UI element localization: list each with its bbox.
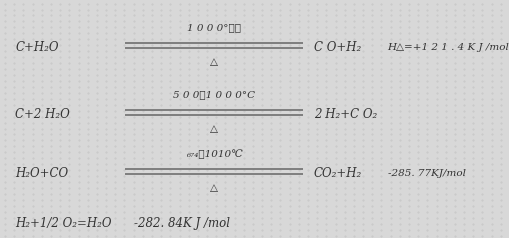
Text: 2 H₂+C O₂: 2 H₂+C O₂ xyxy=(313,108,376,121)
Text: -285. 77KJ/mol: -285. 77KJ/mol xyxy=(387,169,465,178)
Text: H₂O+CO: H₂O+CO xyxy=(15,167,68,180)
Text: H₂+1/2 O₂=H₂O      -282. 84K J /mol: H₂+1/2 O₂=H₂O -282. 84K J /mol xyxy=(15,217,230,230)
Text: C+H₂O: C+H₂O xyxy=(15,41,59,54)
Text: △: △ xyxy=(210,124,218,134)
Text: C O+H₂: C O+H₂ xyxy=(313,41,360,54)
Text: 5 0 0～1 0 0 0°C: 5 0 0～1 0 0 0°C xyxy=(173,90,255,99)
Text: CO₂+H₂: CO₂+H₂ xyxy=(313,167,361,180)
Text: C+2 H₂O: C+2 H₂O xyxy=(15,108,70,121)
Text: ₆₇₄～1010℃: ₆₇₄～1010℃ xyxy=(185,149,242,159)
Text: △: △ xyxy=(210,183,218,193)
Text: H△=+1 2 1 . 4 K J /mol: H△=+1 2 1 . 4 K J /mol xyxy=(387,43,508,52)
Text: △: △ xyxy=(210,57,218,67)
Text: 1 0 0 0°以上: 1 0 0 0°以上 xyxy=(187,24,241,33)
